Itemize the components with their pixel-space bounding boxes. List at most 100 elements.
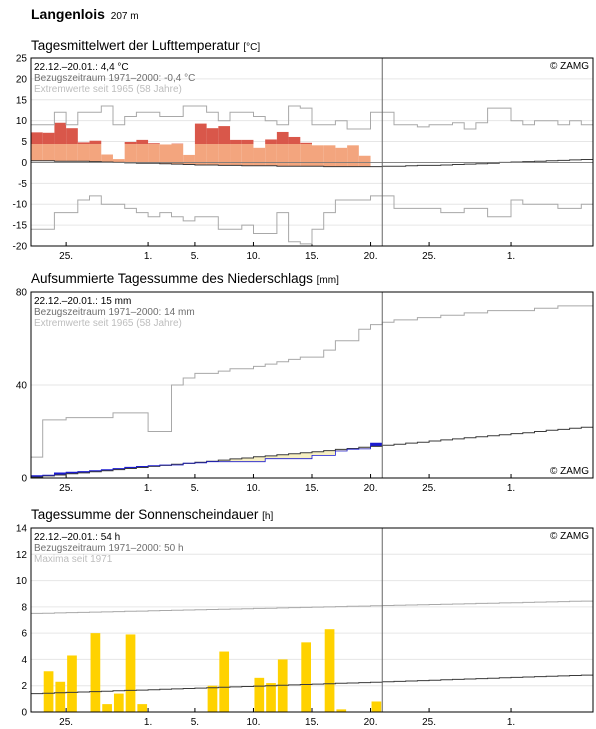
precipitation-deficit-bar <box>358 447 371 449</box>
sunshine-plot-frame <box>30 527 594 713</box>
temperature-bar-anomaly <box>300 142 312 145</box>
precipitation-deficit-bar <box>241 458 254 462</box>
precipitation-surplus-bar <box>112 468 125 470</box>
precipitation-ytick-label: 40 <box>16 381 28 392</box>
temperature-bar <box>323 145 336 163</box>
temperature-bar <box>288 144 301 163</box>
sunshine-bar <box>55 681 66 712</box>
temperature-bar-anomaly <box>136 139 149 145</box>
precipitation-info-period: 22.12.–20.01.: 15 mm <box>34 296 131 307</box>
temperature-bar-below-zero <box>206 162 219 165</box>
precipitation-xtick-label: 25. <box>59 483 73 494</box>
sunshine-ytick-label: 0 <box>21 708 27 719</box>
temperature-bar-anomaly <box>124 141 137 145</box>
sunshine-title-unit: [h] <box>262 511 274 522</box>
sunshine-bar <box>67 655 77 712</box>
temperature-ytick-label: -20 <box>13 242 28 253</box>
temperature-title-text: Tagesmittelwert der Lufttemperatur <box>31 38 240 53</box>
temperature-ytick-label: 20 <box>16 74 28 85</box>
precipitation-deficit-bar <box>288 453 301 459</box>
temperature-bar <box>171 144 184 163</box>
temperature-bar <box>335 147 348 163</box>
sunshine-ytick-label: 14 <box>16 524 28 535</box>
temperature-ytick-label: 10 <box>16 116 28 127</box>
temperature-xtick-label: 25. <box>59 251 73 262</box>
temperature-bar-below-zero <box>312 162 324 167</box>
temperature-info-reference: Bezugszeitraum 1971–2000: -0,4 °C <box>34 73 195 84</box>
temperature-bar-anomaly <box>31 132 43 145</box>
sunshine-chart-title: Tagessumme der Sonnenscheindauer [h] <box>31 507 273 522</box>
sunshine-bar <box>43 671 54 712</box>
temperature-bar-below-zero <box>265 162 277 166</box>
sunshine-xtick-label: 10. <box>247 717 261 728</box>
temperature-bar-anomaly <box>230 139 242 145</box>
temperature-bar-anomaly <box>66 128 78 145</box>
temperature-bar <box>194 144 207 163</box>
temperature-ytick-label: 25 <box>16 54 28 65</box>
temperature-bar <box>42 144 55 161</box>
sunshine-bar <box>125 634 136 712</box>
sunshine-bar <box>254 677 265 712</box>
precipitation-title-text: Aufsummierte Tagessumme des Niederschlag… <box>31 271 313 286</box>
temperature-bar-below-zero <box>159 162 172 164</box>
temperature-bar-anomaly <box>194 123 207 145</box>
sunshine-bar <box>207 685 218 712</box>
temperature-bar-anomaly <box>206 128 219 145</box>
temperature-bar-below-zero <box>276 162 289 167</box>
temperature-bar <box>136 144 149 163</box>
temperature-ytick-label: 5 <box>21 137 27 148</box>
temperature-bar <box>230 144 242 163</box>
temperature-bar-below-zero <box>230 162 242 166</box>
sunshine-ytick-label: 12 <box>16 550 28 561</box>
temperature-bar <box>89 144 102 162</box>
temperature-ytick-label: 0 <box>21 158 27 169</box>
precipitation-info-extremes: Extremwerte seit 1965 (58 Jahre) <box>34 318 182 329</box>
sunshine-bar <box>371 701 382 712</box>
temperature-bar-anomaly <box>54 122 67 145</box>
precipitation-surplus-bar <box>136 466 149 468</box>
precipitation-deficit-bar <box>335 449 348 452</box>
sunshine-info-period: 22.12.–20.01.: 54 h <box>34 532 120 543</box>
temperature-bar <box>312 145 324 163</box>
precipitation-surplus-bar <box>89 470 102 472</box>
temperature-info-period: 22.12.–20.01.: 4,4 °C <box>34 62 129 73</box>
temperature-xtick-label: 20. <box>364 251 378 262</box>
precipitation-surplus-bar <box>101 469 113 471</box>
precipitation-xtick-label: 1. <box>507 483 515 494</box>
temperature-bar <box>347 145 359 163</box>
precipitation-xtick-label: 1. <box>144 483 152 494</box>
temperature-bar-below-zero <box>253 162 266 166</box>
precipitation-surplus-bar <box>66 472 78 474</box>
temperature-bar-anomaly <box>265 139 277 145</box>
sunshine-xtick-label: 20. <box>364 717 378 728</box>
temperature-bar <box>206 144 219 163</box>
precipitation-deficit-bar <box>265 455 277 459</box>
precipitation-info-reference: Bezugszeitraum 1971–2000: 14 mm <box>34 307 195 318</box>
temperature-bar <box>218 144 231 163</box>
sunshine-ytick-label: 8 <box>21 602 27 613</box>
temperature-bar <box>54 144 67 162</box>
temperature-bar-below-zero <box>171 162 184 165</box>
temperature-bar <box>300 144 312 163</box>
temperature-bar <box>241 144 254 163</box>
temperature-bar-below-zero <box>335 162 348 167</box>
sunshine-info-extremes: Maxima seit 1971 <box>34 554 113 565</box>
temperature-bar-below-zero <box>323 162 336 167</box>
temperature-xtick-label: 10. <box>247 251 261 262</box>
precipitation-xtick-label: 25. <box>422 483 436 494</box>
precipitation-deficit-bar <box>300 452 312 459</box>
temperature-reference-line <box>31 159 593 168</box>
temperature-bar-anomaly <box>77 142 90 145</box>
sunshine-bar <box>336 709 347 712</box>
temperature-bar <box>265 144 277 163</box>
temperature-title-unit: [°C] <box>243 42 261 53</box>
temperature-bar-anomaly <box>89 140 102 145</box>
sunshine-bar <box>219 651 230 712</box>
temperature-bar-anomaly <box>218 126 231 145</box>
temperature-bar-below-zero <box>288 162 301 167</box>
temperature-bar-below-zero <box>218 162 231 166</box>
temperature-xtick-label: 25. <box>422 251 436 262</box>
precipitation-ytick-label: 0 <box>21 474 27 485</box>
precipitation-surplus-bar <box>54 472 67 475</box>
